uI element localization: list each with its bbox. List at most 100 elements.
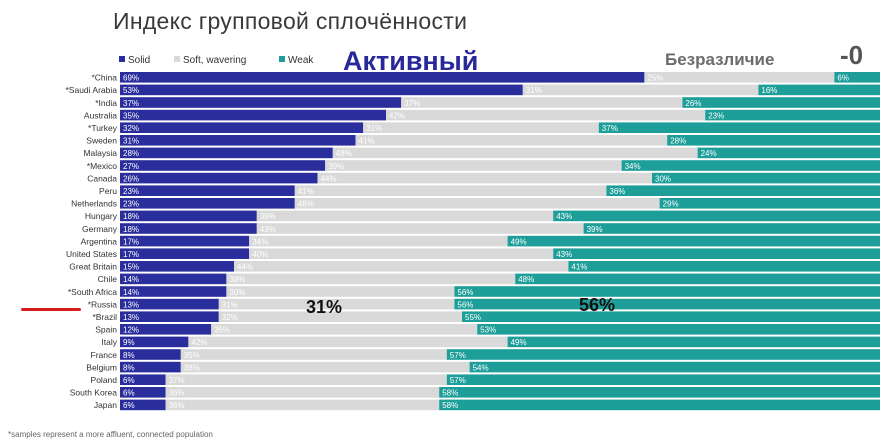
data-label: 16% [761,86,777,95]
data-label: 25% [647,74,663,83]
bar-segment [256,210,554,222]
legend-label-weak: Weak [288,55,314,66]
bar-segment [120,122,364,133]
bar-segment [120,210,257,222]
category-label: *China [91,73,117,83]
bar-segment [120,185,295,196]
category-label: Canada [87,173,117,183]
bar-segment [439,399,880,411]
data-label: 53% [480,326,496,335]
bar-segment [294,198,660,209]
annotation-russia-weak: 56% [579,295,616,315]
category-label: Spain [95,325,117,335]
category-label: South Korea [70,388,118,398]
bar-segment [659,198,880,209]
bar-segment [454,298,880,310]
data-label: 53% [123,86,139,95]
bar-segment [120,286,227,297]
bar-segment [165,399,440,411]
annotation-russia-soft: 31% [306,297,343,317]
bar-segment [568,261,880,272]
bar-segment [180,349,447,360]
bar-segment [120,361,181,373]
bar-segment [515,273,880,285]
category-label: *South Africa [68,287,117,297]
bar-segment [294,185,607,196]
data-label: 49% [511,338,527,347]
data-label: 32% [123,124,139,133]
bar-segment [553,210,880,222]
data-label: 17% [123,250,139,259]
bar-segment [120,172,318,184]
data-label: 26% [685,99,701,108]
bar-segment [120,97,402,108]
bar-segment [652,172,880,184]
category-label: *India [95,98,117,108]
data-label: 43% [556,212,572,221]
data-label: 38% [184,363,200,372]
bar-segment [120,84,523,96]
bar-segment [697,147,880,159]
legend-label-soft: Soft, wavering [183,55,247,66]
category-label: *Russia [88,299,118,309]
bar-segment [682,97,880,108]
bar-segment [120,374,166,385]
bar-segment [401,97,683,108]
data-label: 41% [571,263,587,272]
bar-segment [120,261,234,272]
data-label: 41% [359,137,375,146]
bar-segment [165,374,447,385]
data-label: 58% [442,401,458,410]
data-label: 24% [701,149,717,158]
data-label: 54% [473,363,489,372]
bar-segment [120,324,212,335]
bar-segment [120,336,189,348]
bar-segment [469,361,880,373]
data-label: 44% [321,174,337,183]
data-label: 13% [123,300,139,309]
category-label: Italy [101,337,117,347]
data-label: 31% [222,300,238,309]
category-label: *Mexico [87,161,118,171]
bar-segment [120,109,386,121]
bar-segment [120,298,219,310]
bar-segment [758,84,880,96]
data-label: 23% [123,200,139,209]
bar-segment [598,122,880,133]
category-label: Belgium [86,362,117,372]
data-label: 27% [123,162,139,171]
bar-segment [355,135,668,146]
data-label: 30% [655,174,671,183]
page-title: Индекс групповой сплочённости [113,8,468,34]
bar-segment [446,349,880,360]
bar-segment [120,273,227,285]
data-label: 37% [123,99,139,108]
bar-segment [834,72,880,83]
data-label: 35% [214,326,230,335]
data-label: 26% [123,174,139,183]
category-label: *Turkey [88,123,118,133]
data-label: 44% [237,263,253,272]
bar-segment [644,72,835,83]
bar-segment [317,172,652,184]
data-label: 14% [123,288,139,297]
category-label: France [91,350,118,360]
bar-segment [583,223,880,234]
data-label: 36% [169,389,185,398]
legend-item-weak: Weak [279,55,313,66]
data-label: 28% [123,149,139,158]
annotation-indifference: Безразличие [665,50,775,69]
bar-segment [332,147,698,159]
bar-segment [249,248,554,259]
bar-segment [462,311,880,322]
data-label: 31% [366,124,382,133]
bar-segment [218,311,462,322]
data-label: 39% [587,225,603,234]
data-label: 56% [457,300,473,309]
bar-segment [454,286,880,297]
data-label: 48% [518,275,534,284]
data-label: 12% [123,326,139,335]
data-label: 23% [123,187,139,196]
bar-segment [120,248,250,259]
